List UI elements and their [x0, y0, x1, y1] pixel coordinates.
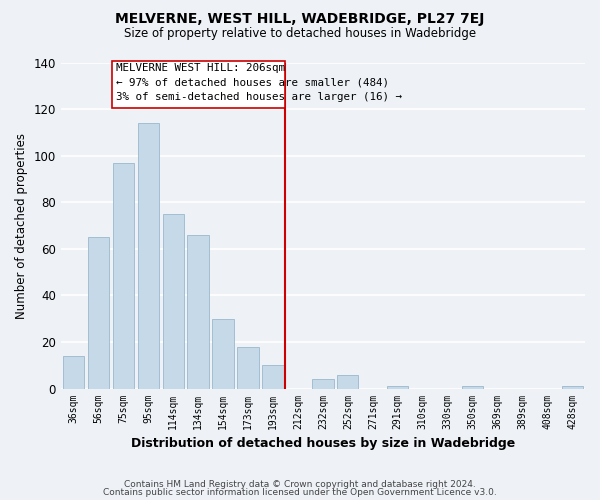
Text: Contains public sector information licensed under the Open Government Licence v3: Contains public sector information licen… [103, 488, 497, 497]
Bar [462, 386, 483, 388]
Text: ← 97% of detached houses are smaller (484): ← 97% of detached houses are smaller (48… [116, 78, 389, 88]
Bar [387, 386, 409, 388]
Bar [262, 366, 284, 388]
Text: 3% of semi-detached houses are larger (16) →: 3% of semi-detached houses are larger (1… [116, 92, 402, 102]
FancyBboxPatch shape [112, 62, 286, 108]
Bar [163, 214, 184, 388]
X-axis label: Distribution of detached houses by size in Wadebridge: Distribution of detached houses by size … [131, 437, 515, 450]
Bar [113, 162, 134, 388]
Text: Contains HM Land Registry data © Crown copyright and database right 2024.: Contains HM Land Registry data © Crown c… [124, 480, 476, 489]
Bar [212, 318, 233, 388]
Text: MELVERNE, WEST HILL, WADEBRIDGE, PL27 7EJ: MELVERNE, WEST HILL, WADEBRIDGE, PL27 7E… [115, 12, 485, 26]
Text: Size of property relative to detached houses in Wadebridge: Size of property relative to detached ho… [124, 28, 476, 40]
Bar [562, 386, 583, 388]
Bar [88, 237, 109, 388]
Bar [187, 235, 209, 388]
Bar [238, 346, 259, 389]
Text: MELVERNE WEST HILL: 206sqm: MELVERNE WEST HILL: 206sqm [116, 63, 285, 73]
Bar [137, 123, 159, 388]
Bar [62, 356, 84, 388]
Bar [337, 374, 358, 388]
Bar [312, 379, 334, 388]
Y-axis label: Number of detached properties: Number of detached properties [15, 132, 28, 318]
